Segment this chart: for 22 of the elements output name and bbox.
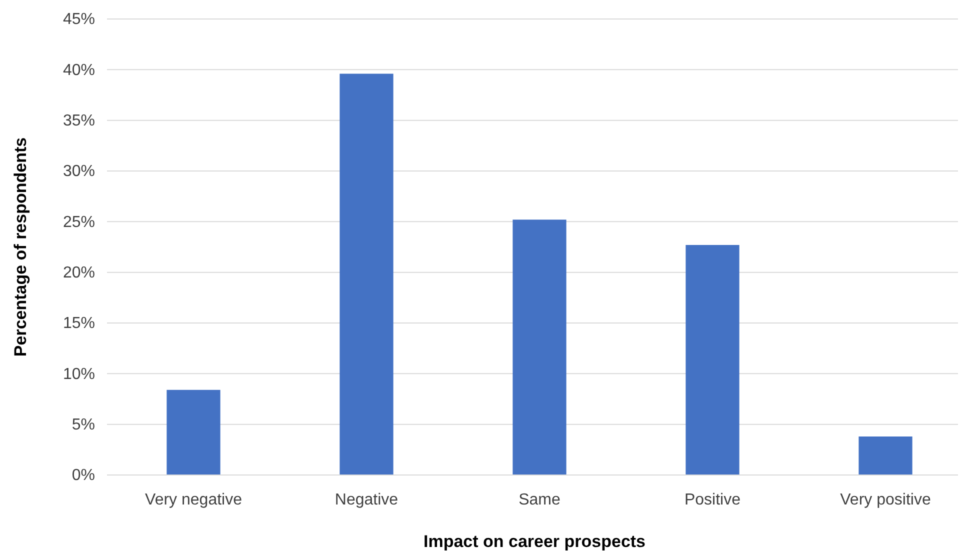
x-tick-label: Negative — [334, 491, 398, 508]
bar — [512, 220, 566, 475]
y-tick-label: 35% — [62, 112, 95, 130]
y-tick-label: 10% — [62, 366, 95, 383]
y-tick-label: 0% — [72, 467, 95, 484]
y-tick-label: 40% — [62, 62, 95, 79]
y-tick-label: 30% — [62, 163, 95, 180]
y-axis-title: Percentage of respondents — [11, 137, 30, 357]
y-tick-label: 45% — [62, 11, 95, 28]
x-axis-title: Impact on career prospects — [423, 532, 646, 551]
y-tick-label: 20% — [62, 264, 95, 282]
x-tick-label: Positive — [684, 491, 741, 508]
y-tick-label: 25% — [62, 214, 95, 231]
bar — [166, 390, 220, 475]
y-tick-label: 5% — [72, 416, 95, 434]
x-tick-label: Very positive — [840, 491, 931, 508]
x-tick-label: Same — [518, 491, 560, 508]
x-tick-label: Very negative — [145, 491, 242, 508]
bar — [340, 74, 394, 475]
y-tick-label: 15% — [62, 315, 95, 332]
bar — [686, 244, 740, 475]
bar — [858, 436, 912, 475]
